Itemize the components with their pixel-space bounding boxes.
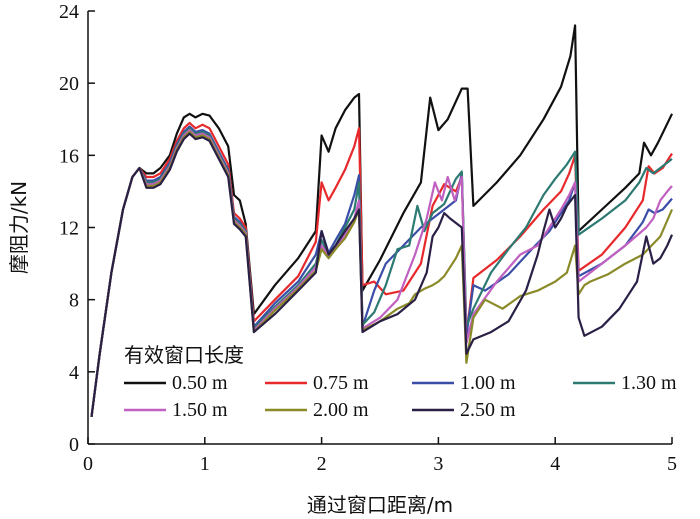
y-tick-label-6: 24 (59, 1, 79, 23)
legend-label-4: 1.50 m (172, 399, 228, 421)
legend-label-0: 0.50 m (172, 372, 228, 394)
legend-label-2: 1.00 m (460, 372, 516, 394)
y-tick-label-5: 20 (59, 73, 79, 95)
legend-title: 有效窗口长度 (124, 343, 244, 367)
series-line-1 (90, 121, 673, 418)
x-tick-label-0: 0 (83, 453, 93, 475)
series-line-0 (90, 24, 673, 418)
y-tick-label-0: 0 (69, 434, 79, 456)
x-axis-title: 通过窗口距离/m (307, 493, 453, 517)
legend-label-6: 2.50 m (460, 399, 516, 421)
x-tick-label-4: 4 (550, 453, 560, 475)
legend: 有效窗口长度 0.50 m 0.75 m 1.00 m 1.30 m 1.50 m 2.00… (124, 343, 677, 421)
y-tick-label-4: 16 (59, 145, 79, 167)
x-tick-label-2: 2 (317, 453, 327, 475)
x-tick-label-1: 1 (200, 453, 210, 475)
plot-lines (90, 24, 674, 418)
y-tick-label-2: 8 (69, 290, 79, 312)
x-tick-label-3: 3 (433, 453, 443, 475)
legend-label-5: 2.00 m (313, 399, 369, 421)
y-axis-title: 摩阻力/kN (7, 181, 31, 274)
legend-label-3: 1.30 m (621, 372, 677, 394)
x-tick-label-5: 5 (667, 453, 677, 475)
y-tick-label-3: 12 (59, 218, 79, 240)
y-tick-label-1: 4 (69, 362, 79, 384)
legend-label-1: 0.75 m (313, 372, 369, 394)
series-line-6 (90, 132, 674, 418)
